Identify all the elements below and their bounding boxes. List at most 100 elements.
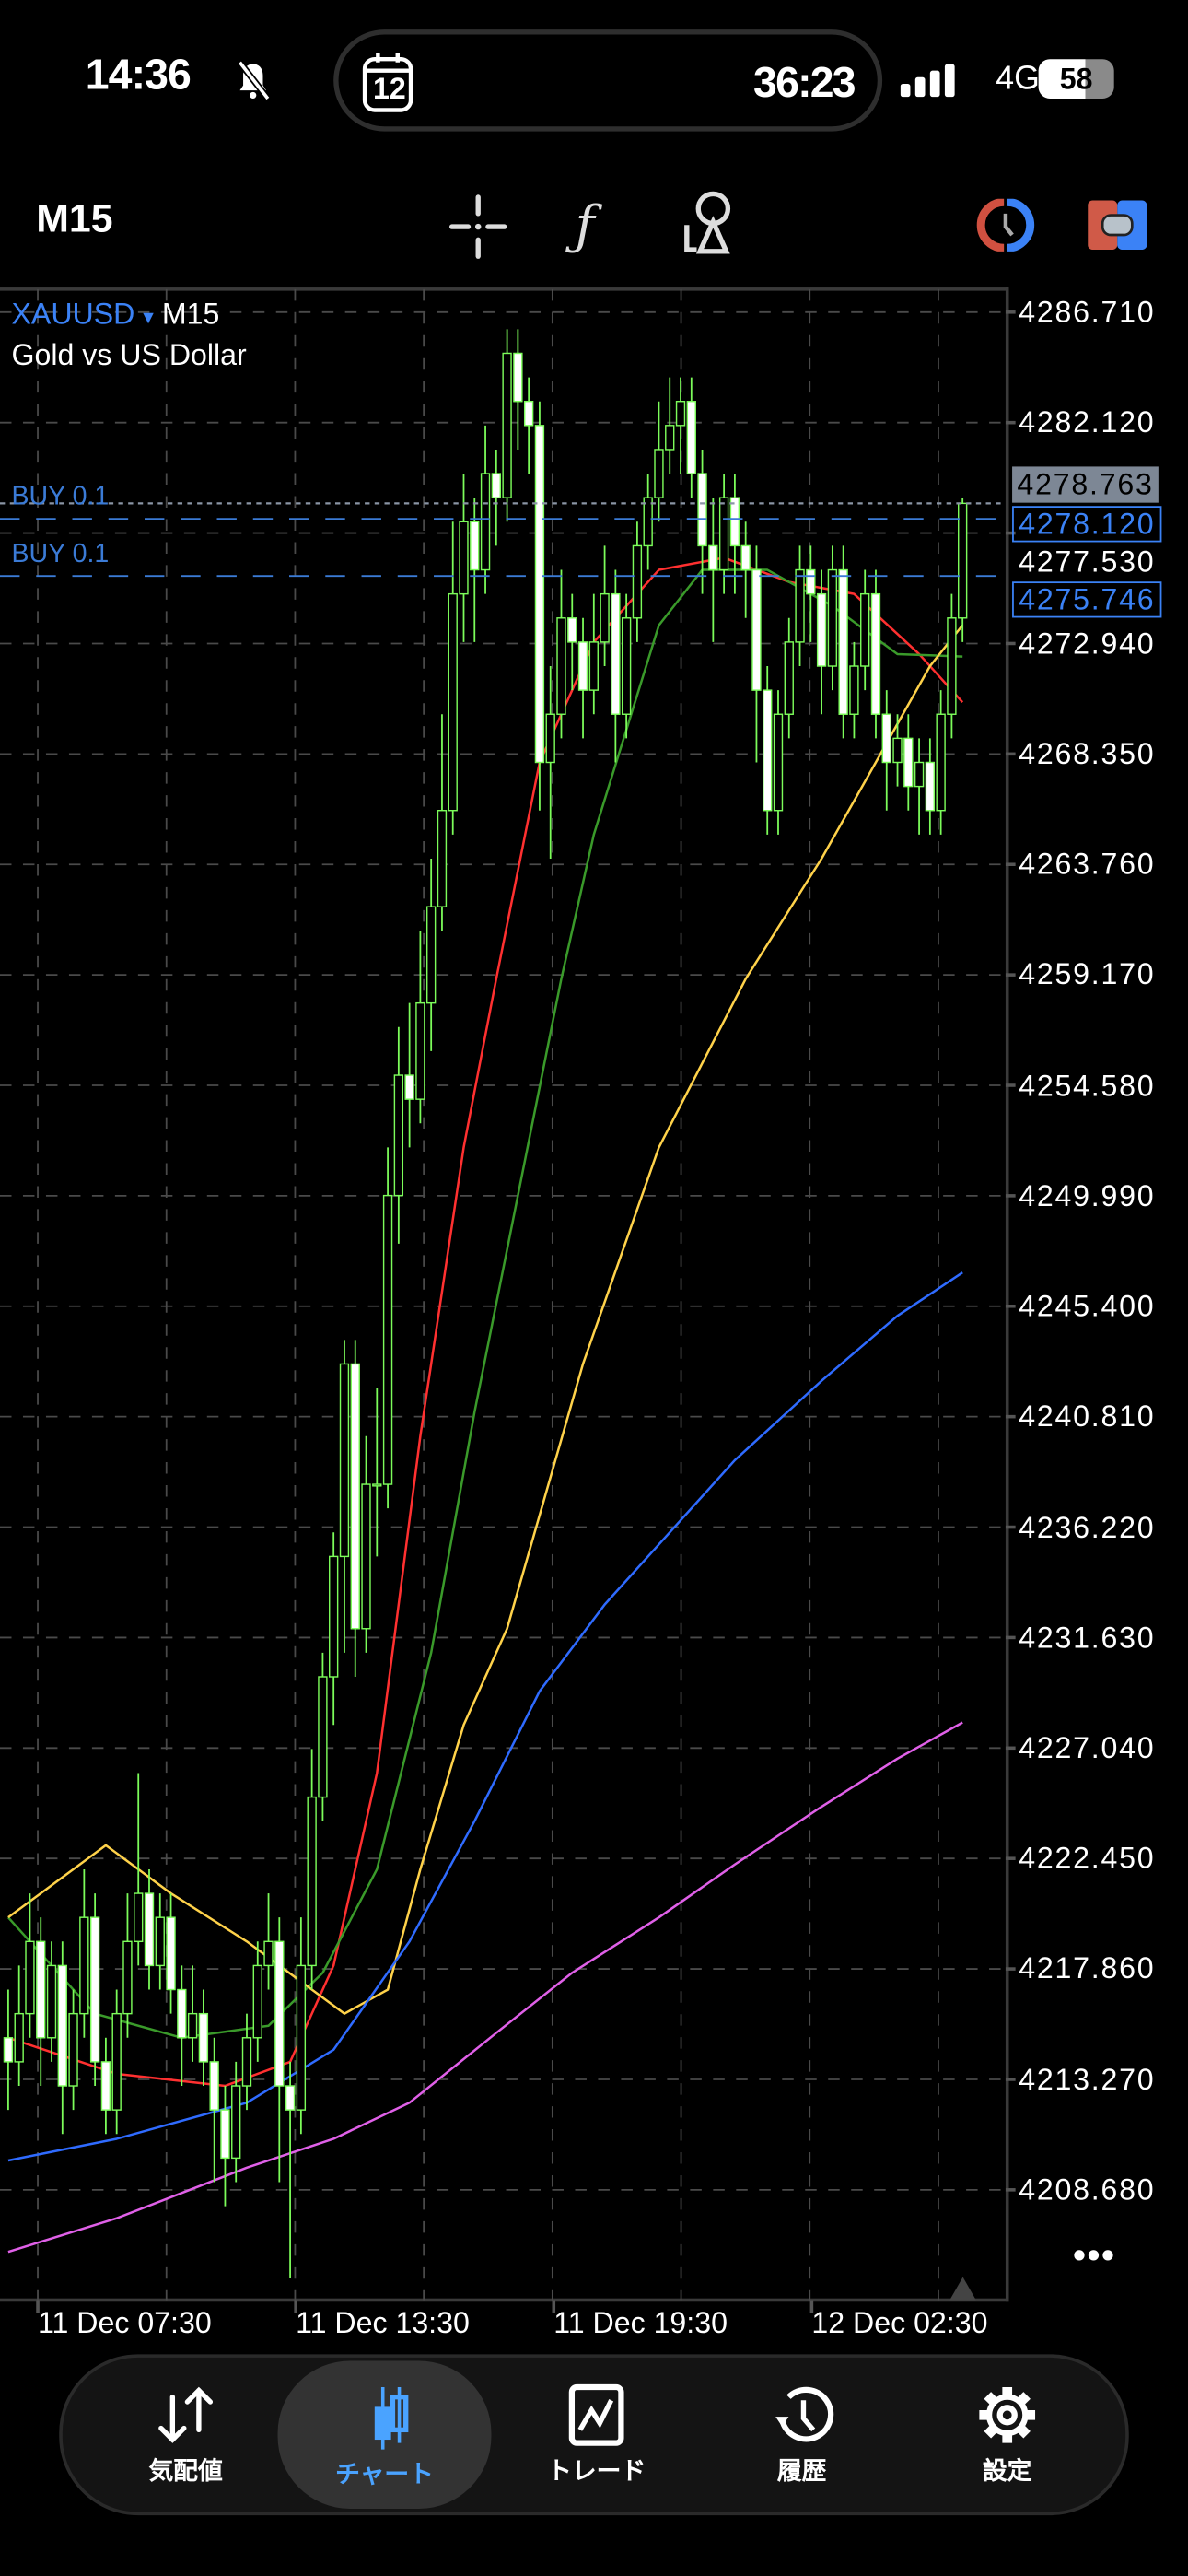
symbol-dropdown-icon[interactable]: ▾ <box>143 303 154 329</box>
nav-label: 設定 <box>982 2457 1032 2486</box>
candle-bear <box>166 1916 176 1991</box>
time-tick-label: 11 Dec 19:30 <box>553 2306 728 2340</box>
candle-bear <box>36 1940 46 2039</box>
candle-bull <box>241 2037 252 2087</box>
price-tick-label: 4222.450 <box>1019 1842 1156 1876</box>
candle-bear <box>534 425 545 764</box>
candle-bull <box>643 497 653 547</box>
candle-bull <box>307 1796 317 1967</box>
candle-bull <box>415 1001 425 1100</box>
candle-bear <box>220 2109 230 2160</box>
moving-average-line <box>7 556 964 2088</box>
nav-chart[interactable]: チャート <box>277 2360 492 2509</box>
candle-bear <box>697 473 707 547</box>
nav-settings[interactable]: 設定 <box>901 2358 1114 2512</box>
candle-bull <box>665 425 675 451</box>
candle-bull <box>459 521 469 595</box>
time-tick-label: 12 Dec 02:30 <box>811 2306 988 2340</box>
symbol-description: Gold vs US Dollar <box>11 338 247 372</box>
price-tick-label: 4254.580 <box>1019 1069 1156 1102</box>
candle-bull <box>437 810 448 907</box>
candle-bull <box>600 592 610 643</box>
network-type: 4G <box>996 60 1040 98</box>
candle-bull <box>947 617 957 715</box>
dynamic-island[interactable]: 12 36:23 <box>333 29 883 132</box>
candle-bear <box>816 592 827 667</box>
candle-bear <box>881 713 891 764</box>
candle-bull <box>914 761 925 788</box>
order-label[interactable]: BUY 0.1 <box>11 483 110 511</box>
one-click-trading-icon[interactable] <box>976 198 1035 252</box>
candle-bear <box>470 521 480 571</box>
objects-icon[interactable] <box>681 189 737 258</box>
candle-bull <box>502 352 512 498</box>
calendar-icon <box>362 53 413 112</box>
candle-bull <box>448 592 458 812</box>
candle-bear <box>740 544 751 571</box>
calendar-day: 12 <box>372 72 406 106</box>
settings-icon <box>979 2386 1036 2443</box>
price-tick-label: 4227.040 <box>1019 1731 1156 1765</box>
candle-bear <box>577 641 588 691</box>
candle-bull <box>25 1940 35 2015</box>
order-price-label: 4275.746 <box>1012 581 1162 618</box>
price-chart[interactable] <box>0 0 1188 2349</box>
candle-bear <box>806 568 816 595</box>
price-tick-label: 4240.810 <box>1019 1399 1156 1434</box>
more-button[interactable]: ••• <box>1073 2234 1116 2276</box>
candle-bear <box>708 544 718 571</box>
chart-icon <box>374 2386 409 2450</box>
indicators-icon[interactable]: ƒ <box>575 193 595 257</box>
timeframe-button[interactable]: M15 <box>36 196 113 242</box>
price-tick-label: 4277.530 <box>1019 545 1156 579</box>
candle-bear <box>567 617 577 643</box>
candle-bull <box>425 906 437 1004</box>
candle-bear <box>209 2061 219 2111</box>
chart-area[interactable] <box>0 287 1009 2302</box>
symbol-name[interactable]: XAUUSD <box>11 297 135 331</box>
price-tick-label: 4286.710 <box>1019 295 1156 329</box>
bottom-nav: 気配値 チャート トレード 履歴 設定 <box>59 2354 1129 2516</box>
candle-bull <box>361 1483 371 1630</box>
price-tick-label: 4268.350 <box>1019 737 1156 771</box>
price-tick-label: 4245.400 <box>1019 1289 1156 1323</box>
time-tick-label: 11 Dec 13:30 <box>296 2306 470 2340</box>
order-label[interactable]: BUY 0.1 <box>11 540 110 568</box>
price-tick-label: 4236.220 <box>1019 1510 1156 1544</box>
battery-indicator: 58 <box>1038 59 1114 99</box>
candle-bull <box>329 1555 339 1678</box>
candle-bull <box>79 1916 89 2015</box>
candle-bear <box>763 689 773 812</box>
candle-bear <box>870 592 881 715</box>
candle-bull <box>621 617 632 715</box>
price-tick-label: 4217.860 <box>1019 1952 1156 1985</box>
candle-bull <box>784 641 794 715</box>
trade-toggle-icon[interactable] <box>1088 200 1147 251</box>
order-price-label: 4278.120 <box>1012 506 1162 543</box>
candle-bull <box>849 665 859 715</box>
candle-bull <box>393 1074 404 1197</box>
candle-bull <box>588 641 599 691</box>
candle-bull <box>14 2012 24 2063</box>
candle-bear <box>3 2037 14 2063</box>
candle-bear <box>729 497 740 547</box>
symbol-header[interactable]: XAUUSD ▾ M15 <box>11 298 219 332</box>
candle-bull <box>545 713 555 764</box>
nav-trade[interactable]: トレード <box>490 2358 704 2512</box>
candle-bull <box>480 473 491 571</box>
nav-quotes[interactable]: 気配値 <box>79 2358 293 2512</box>
price-tick-label: 4282.120 <box>1019 405 1156 439</box>
candle-bull <box>68 2012 78 2087</box>
candle-bull <box>382 1194 393 1485</box>
crosshair-icon[interactable] <box>448 193 507 259</box>
quotes-icon <box>158 2386 214 2443</box>
candle-bull <box>773 713 784 812</box>
candle-bear <box>350 1363 360 1630</box>
trade-icon <box>568 2383 624 2446</box>
candle-bear <box>686 400 696 474</box>
candle-bear <box>57 1964 67 2087</box>
candle-bull <box>155 1916 165 1967</box>
candle-bull <box>122 1940 133 2015</box>
candle-bear <box>611 592 621 715</box>
nav-history[interactable]: 履歴 <box>695 2358 909 2512</box>
